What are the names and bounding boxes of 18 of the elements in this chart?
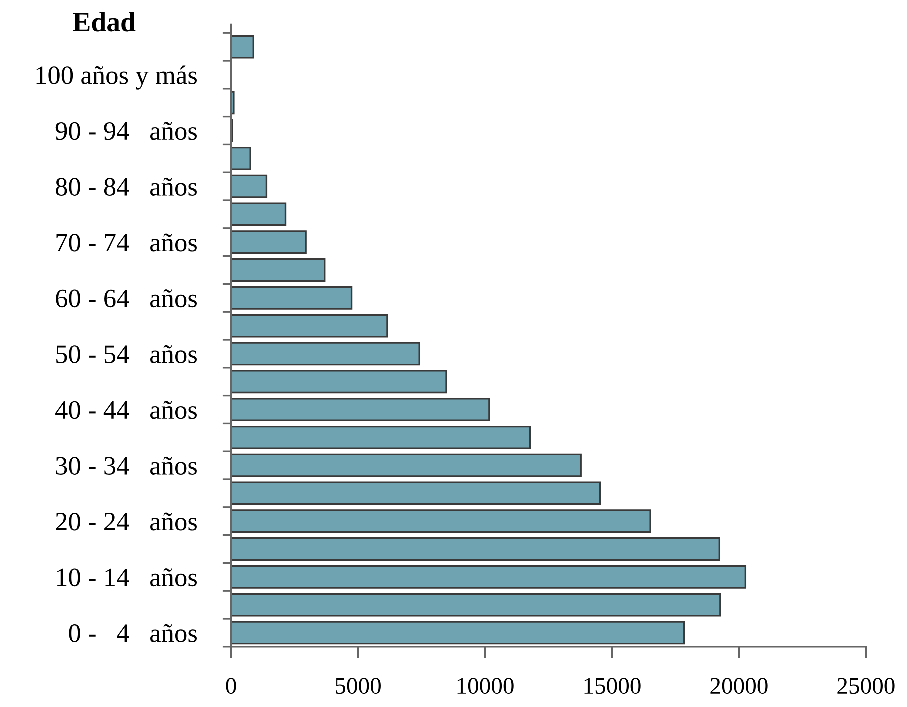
y-axis-title: Edad (73, 12, 136, 32)
y-tick-label: 0 - 4 años (69, 624, 197, 642)
x-tick-label: 5000 (336, 678, 381, 694)
y-tick-label: 30 - 34 años (56, 456, 197, 475)
y-tick-label: 10 - 14 años (57, 568, 197, 587)
y-tick-label: 60 - 64 años (56, 290, 197, 308)
y-tick-label: 40 - 44 años (56, 401, 197, 420)
x-tick-label: 0 (226, 678, 236, 694)
y-tick-label: 80 - 84 años (56, 178, 197, 196)
x-tick-label: 20000 (710, 678, 768, 694)
x-tick-label: 15000 (584, 678, 641, 694)
y-tick-label: 70 - 74 años (56, 234, 197, 252)
x-tick-label: 10000 (458, 678, 514, 694)
x-tick-label: 25000 (838, 678, 895, 694)
y-tick-label: 100 años y más (36, 66, 197, 90)
y-tick-label: 50 - 54 años (56, 345, 197, 364)
y-tick-label: 90 - 94 años (56, 122, 197, 140)
y-tick-label: 20 - 24 años (56, 512, 197, 531)
